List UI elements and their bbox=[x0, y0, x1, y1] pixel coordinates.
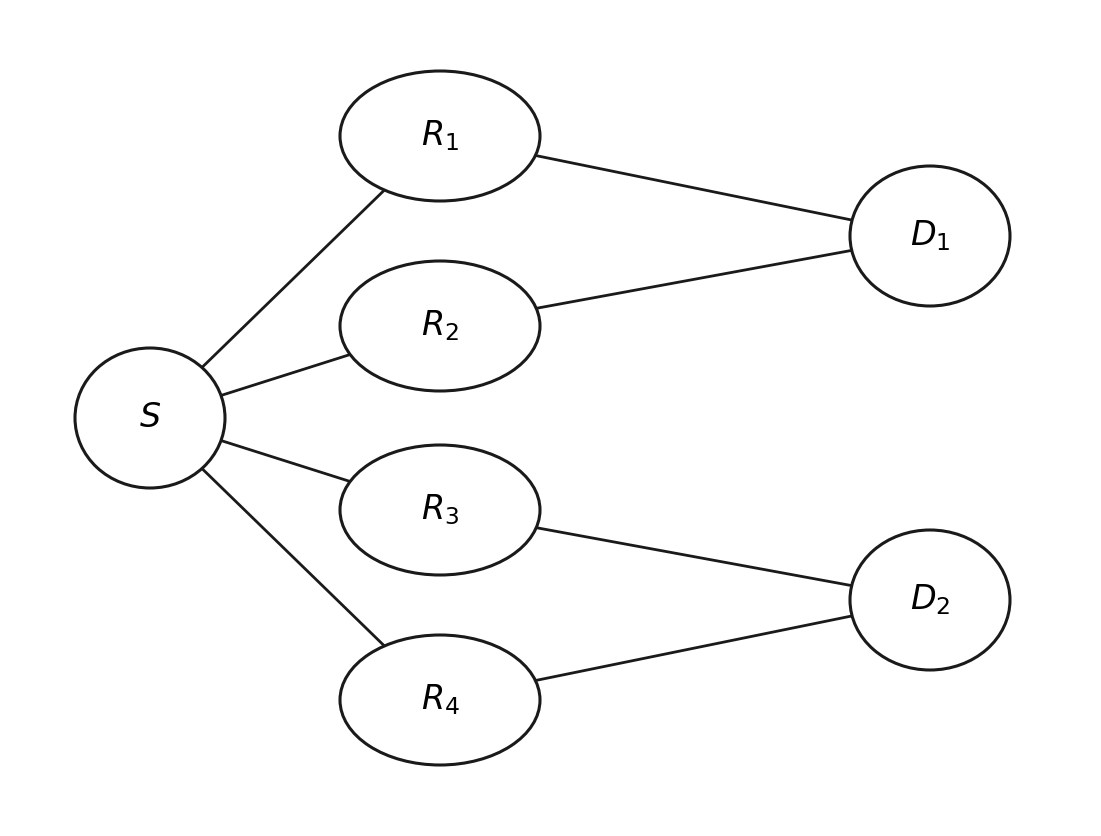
Ellipse shape bbox=[850, 166, 1010, 306]
Ellipse shape bbox=[340, 71, 539, 201]
Text: $\mathit{R}_{3}$: $\mathit{R}_{3}$ bbox=[421, 492, 459, 528]
Ellipse shape bbox=[340, 635, 539, 765]
Text: $\mathit{D}_{1}$: $\mathit{D}_{1}$ bbox=[909, 219, 950, 253]
Text: $\mathit{R}_{1}$: $\mathit{R}_{1}$ bbox=[421, 119, 459, 153]
Ellipse shape bbox=[340, 261, 539, 391]
Ellipse shape bbox=[340, 445, 539, 575]
Text: $\mathit{D}_{2}$: $\mathit{D}_{2}$ bbox=[909, 583, 950, 617]
Text: $\mathit{R}_{2}$: $\mathit{R}_{2}$ bbox=[421, 308, 459, 344]
Text: $\mathit{S}$: $\mathit{S}$ bbox=[139, 401, 161, 435]
Ellipse shape bbox=[75, 348, 225, 488]
Text: $\mathit{R}_{4}$: $\mathit{R}_{4}$ bbox=[421, 683, 459, 717]
Ellipse shape bbox=[850, 530, 1010, 670]
